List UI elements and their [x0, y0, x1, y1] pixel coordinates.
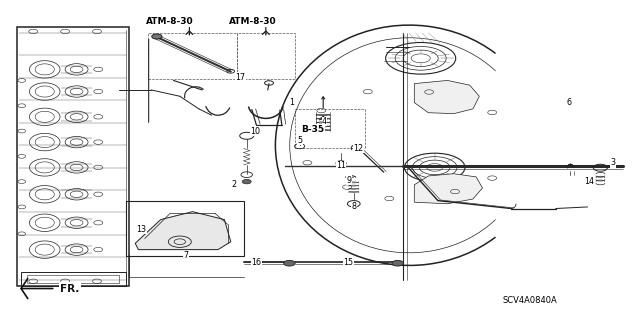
- Text: SCV4A0840A: SCV4A0840A: [503, 296, 557, 305]
- Text: 11: 11: [336, 161, 346, 170]
- Text: 1: 1: [289, 98, 294, 107]
- Circle shape: [152, 34, 162, 39]
- Text: 4: 4: [322, 117, 327, 126]
- Polygon shape: [414, 80, 479, 114]
- Text: 12: 12: [353, 144, 364, 153]
- Text: 10: 10: [250, 127, 260, 136]
- Bar: [294, 109, 365, 148]
- Circle shape: [353, 146, 361, 150]
- Text: FR.: FR.: [60, 284, 79, 293]
- Text: B-35: B-35: [301, 125, 324, 134]
- Text: 14: 14: [584, 177, 594, 186]
- Text: 5: 5: [297, 136, 302, 145]
- Text: 3: 3: [611, 158, 616, 167]
- Text: ATM-8-30: ATM-8-30: [229, 18, 277, 26]
- Bar: [148, 33, 237, 79]
- Text: 8: 8: [351, 203, 356, 211]
- Bar: [27, 275, 119, 283]
- Polygon shape: [414, 174, 483, 204]
- Circle shape: [392, 260, 403, 266]
- Text: 2: 2: [232, 180, 237, 189]
- Bar: [125, 201, 244, 256]
- Text: ATM-8-30: ATM-8-30: [147, 18, 194, 26]
- Bar: [237, 33, 294, 79]
- Circle shape: [243, 179, 251, 184]
- Text: 9: 9: [346, 175, 351, 185]
- Text: 7: 7: [184, 251, 189, 260]
- Text: 6: 6: [566, 98, 571, 107]
- Bar: [20, 272, 125, 286]
- Polygon shape: [135, 212, 231, 250]
- Text: 13: 13: [136, 225, 147, 234]
- Text: 16: 16: [252, 258, 261, 267]
- Bar: [17, 27, 129, 286]
- Text: 17: 17: [236, 73, 245, 82]
- Text: 15: 15: [344, 258, 354, 267]
- Circle shape: [284, 260, 295, 266]
